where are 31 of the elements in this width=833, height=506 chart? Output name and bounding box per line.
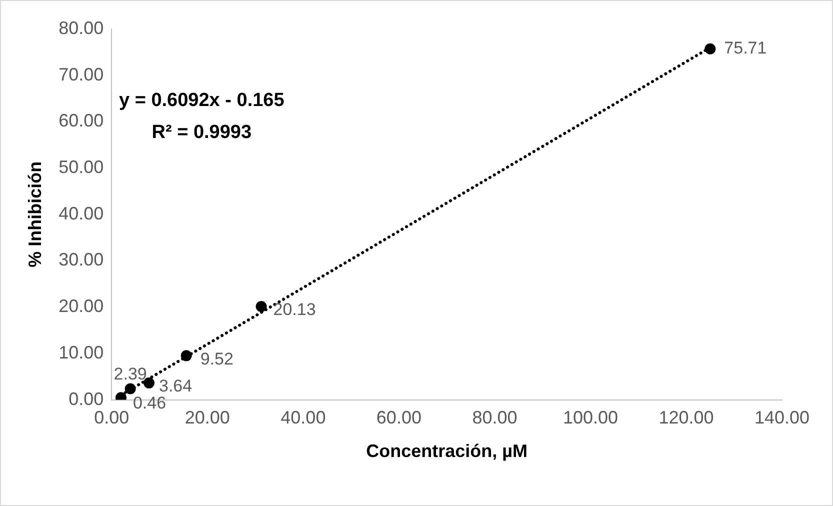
data-label: 0.46 — [132, 393, 166, 412]
y-tick-label: 80.00 — [58, 18, 104, 38]
x-tick-label: 40.00 — [280, 408, 326, 428]
y-tick-label: 50.00 — [58, 157, 104, 178]
x-tick-label: 100.00 — [562, 408, 618, 428]
point — [256, 301, 267, 312]
point — [124, 383, 136, 394]
x-axis-title: Concentración, µM — [366, 441, 528, 462]
data-label: 75.71 — [724, 38, 767, 58]
data-label: 9.52 — [200, 349, 234, 368]
data-label: 20.13 — [273, 300, 316, 320]
data-label: 3.64 — [158, 376, 192, 396]
point — [180, 350, 192, 362]
y-tick-label: 10.00 — [58, 342, 104, 362]
y-tick-label: 60.00 — [58, 110, 104, 131]
x-tick-label: 140.00 — [754, 408, 810, 428]
x-tick-label: 120.00 — [658, 408, 714, 428]
y-tick-label: 20.00 — [58, 296, 104, 316]
x-tick-label: 80.00 — [472, 408, 518, 428]
annotation: y = 0.6092x - 0.165 — [118, 90, 285, 112]
y-axis-title: % Inhibición — [24, 161, 45, 268]
x-tick-label: 60.00 — [376, 408, 422, 428]
y-tick-label: 0.00 — [68, 388, 104, 409]
point — [704, 43, 716, 54]
y-tick-label: 70.00 — [58, 64, 104, 84]
annotation: R² = 0.9993 — [152, 122, 252, 144]
x-tick-label: 20.00 — [184, 408, 230, 428]
x-tick-label: 0.00 — [94, 408, 130, 428]
data-label: 2.39 — [114, 364, 147, 384]
y-tick-label: 30.00 — [58, 250, 104, 270]
y-tick-label: 40.00 — [58, 203, 104, 224]
